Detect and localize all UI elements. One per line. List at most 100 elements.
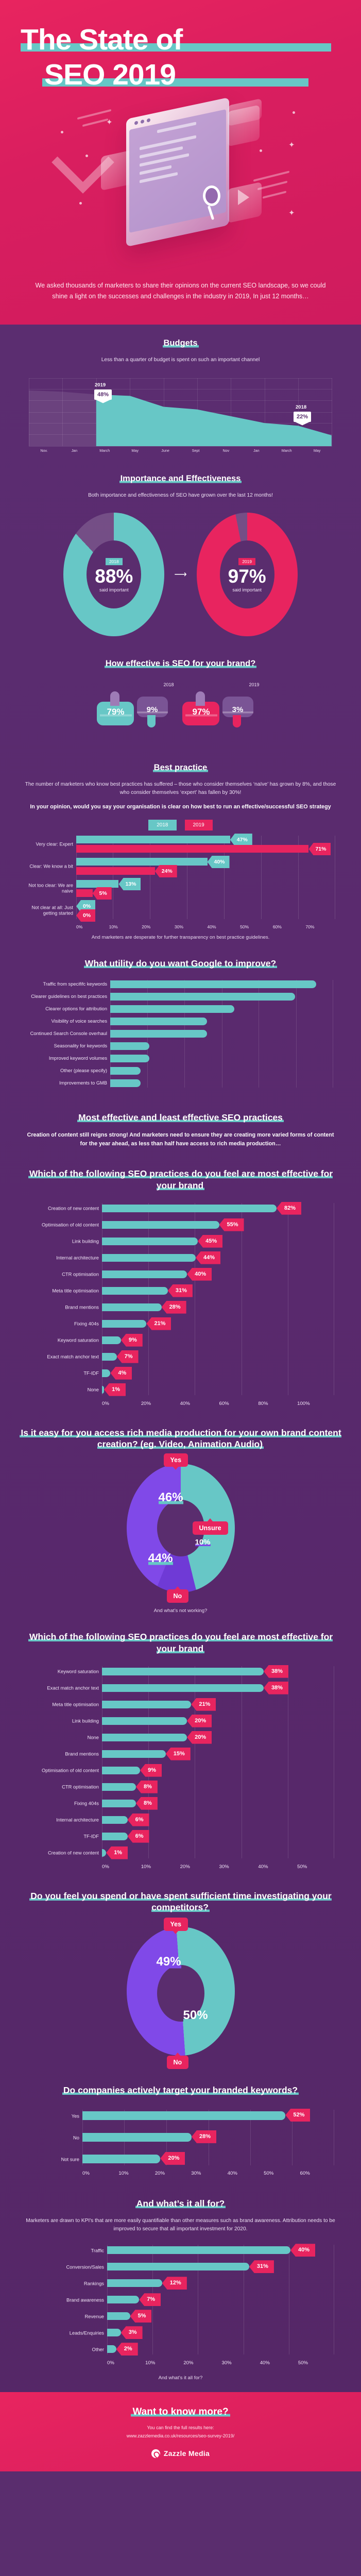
axis-tick: 80%: [258, 1400, 268, 1406]
bar-category-label: Other: [92, 2346, 104, 2352]
bar-row: Link building 45%: [72, 1234, 336, 1248]
bar-category-label: None: [87, 1734, 99, 1740]
bar-value-tag: 15%: [165, 1747, 191, 1760]
section-effectiveness: How effective is SEO for your brand? 201…: [0, 645, 361, 748]
axis-tick: May: [131, 448, 139, 453]
bar-category-label: Meta title optimisation: [52, 1287, 99, 1294]
bar-category-label: Rankings: [83, 2280, 104, 2286]
legend-chip-2019[interactable]: 2019: [184, 820, 213, 831]
bar-category-label: Traffic: [91, 2247, 104, 2253]
hero-intro-text: We asked thousands of marketers to share…: [35, 282, 326, 300]
budgets-title: Budgets: [18, 338, 343, 349]
bar-row: Yes 52%: [72, 2108, 336, 2122]
bar-row: Meta title optimisation 21%: [52, 1698, 336, 1711]
bar-category-label: Leads/Enquiries: [69, 2330, 104, 2336]
magnifier-icon: [203, 185, 220, 207]
kpi-x-axis: 0% 10% 20% 30% 40% 50%: [25, 2360, 336, 2366]
hero-title-text-1: The State of: [21, 23, 183, 56]
rich-media-pie-chart: Yes 46% Unsure 10% No 44%: [126, 1453, 235, 1603]
bar-value-tag: 47%: [230, 834, 252, 846]
bar-group: Very clear: Expert 47% 71%: [36, 834, 338, 856]
bar-value-tag: 4%: [110, 1366, 132, 1380]
pie-value-no: 44%: [148, 1551, 173, 1566]
play-triangle-icon: [238, 190, 249, 206]
effectiveness-title: How effective is SEO for your brand?: [18, 658, 343, 669]
bar-group: Not too clear: We are naive 13% 5%: [28, 878, 338, 900]
donut-percent: 97%: [228, 566, 266, 587]
donut-year-label: 2019: [238, 558, 255, 566]
axis-tick: 30%: [219, 1863, 229, 1870]
hero-illustration: ✦ ✦ ✦: [0, 97, 361, 269]
thumbs-up-value: 79%: [99, 706, 132, 717]
what-for-subtitle: Marketers are drawn to KPI's that are mo…: [26, 2217, 335, 2232]
legend-chip-2018[interactable]: 2018: [148, 820, 177, 831]
footer-subtitle[interactable]: You can find the full results here: www.…: [126, 2425, 235, 2438]
bar-category-label: CTR optimisation: [62, 1784, 99, 1790]
bar-row: Brand mentions 28%: [65, 1300, 336, 1314]
bar-category-label: Very clear: Expert: [36, 841, 73, 846]
bar-row: Creation of new content 1%: [48, 1846, 336, 1859]
bar-category-label: Improvements to GMB: [59, 1080, 107, 1086]
budget-area-chart: 2019 48% 2018 22%: [29, 378, 332, 447]
bar-category-label: Clearer guidelines on best practices: [31, 994, 107, 999]
bar-row: Rankings 12%: [84, 2277, 336, 2290]
bar-category-label: Creation of new content: [47, 1850, 99, 1856]
footer-title-text: Want to know more?: [131, 2406, 230, 2418]
donut-year-label: 2018: [105, 558, 123, 566]
bar-row: Leads/Enquiries 3%: [70, 2326, 336, 2340]
bar-category-label: Continued Search Console overhaul: [30, 1031, 107, 1037]
axis-tick: 30%: [174, 924, 184, 930]
axis-tick: 30%: [221, 2360, 232, 2366]
axis-tick: 0%: [82, 2170, 90, 2176]
best-practice-subtitle: The number of marketers who know best pr…: [25, 782, 336, 796]
axis-tick: June: [161, 448, 169, 453]
axis-tick: 10%: [109, 924, 118, 930]
bar-category-label: No: [73, 2134, 79, 2141]
competitors-title: Do you feel you spend or have spent suff…: [18, 1890, 343, 1914]
what-for-title: And what’s it all for?: [18, 2198, 343, 2210]
axis-tick: 60%: [272, 924, 282, 930]
donut-caption: said important: [99, 587, 129, 593]
hero-title-text-2: SEO 2019: [44, 58, 176, 92]
brand-lockup[interactable]: Zazzle Media: [15, 2449, 346, 2458]
most-least-subtitle: Creation of content still reigns strong!…: [27, 1131, 334, 1147]
section-rich-media: Is it easy for you access rich media pro…: [0, 1410, 361, 1620]
bar-value-tag: 20%: [187, 1714, 212, 1727]
bar-value-tag: 7%: [139, 2293, 161, 2307]
bar-row: Optimisation of old content 9%: [42, 1764, 336, 1777]
google-improve-title-text: What utility do you want Google to impro…: [83, 958, 278, 969]
footer-section: Want to know more? You can find the full…: [0, 2392, 361, 2471]
bar-category-label: Brand mentions: [65, 1304, 99, 1310]
importance-donuts: 2018 88% said important ⟶ 2019 97% said …: [18, 510, 343, 639]
bar-value-tag: 24%: [154, 865, 177, 878]
bar-value-tag: 31%: [249, 2260, 274, 2274]
pie-callout-no: No: [166, 2053, 189, 2070]
axis-tick: 60%: [300, 2170, 310, 2176]
axis-tick: 40%: [207, 924, 216, 930]
thumbs-group: 2018 79% 9% 2019: [18, 677, 343, 743]
bar-category-label: Traffic from specififc keywords: [43, 981, 107, 987]
bar-row: Fixing 404s 21%: [74, 1317, 336, 1330]
section-most-least-intro: Most effective and least effective SEO p…: [0, 1094, 361, 1157]
most-effective-title: Which of the following SEO practices do …: [18, 1168, 343, 1192]
bar-value-tag: 5%: [92, 887, 112, 900]
bar-value-tag: 7%: [116, 1350, 139, 1363]
chart-gridlines: [102, 1666, 335, 1858]
bar-category-label: Brand mentions: [65, 1751, 99, 1757]
bar-value-tag: 45%: [198, 1234, 223, 1248]
pie-value-yes: 49%: [156, 1955, 181, 1970]
rich-media-note: And what’s not working?: [153, 1608, 208, 1614]
bar-value-tag: 44%: [196, 1251, 221, 1264]
bar-value-tag: 38%: [263, 1665, 288, 1678]
least-effective-title-text: Which of the following SEO practices do …: [28, 1632, 333, 1654]
axis-tick: 40%: [180, 1400, 190, 1406]
bar-group: Not clear at all: Just getting started 0…: [31, 900, 338, 922]
bar-row: CTR optimisation 8%: [62, 1780, 336, 1793]
branded-keywords-title-text: Do companies actively target your brande…: [62, 2085, 299, 2096]
bar-value-tag: 31%: [167, 1284, 193, 1297]
bar-category-label: CTR optimisation: [62, 1271, 99, 1277]
section-most-effective: Which of the following SEO practices do …: [0, 1157, 361, 1410]
pie-value-no: 50%: [183, 2008, 208, 2023]
thumbs-down-value: 9%: [136, 705, 168, 714]
budget-annotation-year-2018: 2018: [296, 404, 307, 410]
